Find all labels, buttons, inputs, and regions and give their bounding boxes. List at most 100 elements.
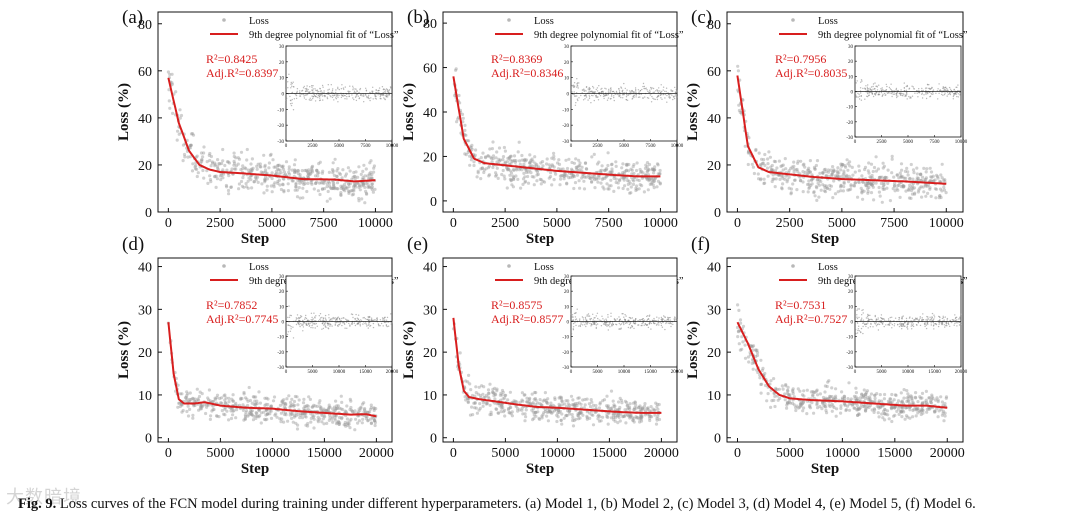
loss-point bbox=[571, 398, 575, 402]
loss-point bbox=[227, 418, 231, 422]
loss-point bbox=[213, 161, 217, 165]
inset-y-tick-label: -20 bbox=[562, 124, 569, 129]
loss-point bbox=[352, 189, 356, 193]
loss-point bbox=[296, 178, 300, 183]
loss-point bbox=[628, 191, 632, 195]
loss-point bbox=[546, 397, 550, 401]
loss-point bbox=[329, 186, 334, 191]
loss-point bbox=[229, 416, 234, 421]
residual-point bbox=[290, 81, 292, 84]
loss-point bbox=[542, 180, 547, 184]
loss-point bbox=[458, 351, 462, 355]
loss-point bbox=[257, 409, 261, 413]
loss-point bbox=[550, 183, 554, 187]
residual-point bbox=[635, 91, 637, 94]
loss-point bbox=[936, 175, 940, 179]
loss-point bbox=[517, 159, 522, 163]
loss-point bbox=[826, 170, 831, 174]
loss-point bbox=[331, 169, 335, 173]
loss-point bbox=[369, 421, 373, 425]
loss-point bbox=[617, 186, 621, 190]
residual-point bbox=[590, 325, 592, 327]
loss-point bbox=[587, 175, 591, 180]
loss-point bbox=[890, 171, 894, 175]
loss-point bbox=[206, 181, 210, 185]
residual-point bbox=[599, 95, 602, 97]
loss-point bbox=[281, 167, 286, 171]
residual-point bbox=[382, 325, 384, 327]
residual-point bbox=[625, 98, 627, 101]
inset-y-tick-label: 0 bbox=[282, 93, 285, 98]
loss-point bbox=[560, 399, 564, 404]
loss-point bbox=[372, 170, 376, 174]
loss-point bbox=[747, 136, 751, 140]
loss-point bbox=[540, 160, 545, 164]
residual-point bbox=[624, 322, 627, 324]
residual-point bbox=[672, 98, 674, 101]
loss-point bbox=[372, 166, 376, 170]
loss-point bbox=[857, 180, 861, 185]
loss-point bbox=[886, 181, 890, 185]
loss-point bbox=[757, 177, 761, 181]
loss-point bbox=[902, 410, 906, 414]
residual-point bbox=[312, 97, 314, 100]
loss-point bbox=[781, 387, 785, 391]
loss-point bbox=[829, 184, 834, 188]
loss-point bbox=[520, 158, 524, 162]
loss-point bbox=[277, 168, 281, 172]
loss-point bbox=[639, 169, 644, 173]
residual-point bbox=[572, 329, 575, 331]
residual-point bbox=[311, 89, 313, 91]
loss-point bbox=[547, 163, 551, 167]
residual-point bbox=[308, 322, 310, 324]
residual-point bbox=[656, 323, 658, 325]
loss-point bbox=[596, 417, 600, 421]
loss-point bbox=[470, 143, 474, 147]
loss-point bbox=[897, 176, 901, 180]
residual-point bbox=[860, 95, 862, 97]
loss-point bbox=[214, 174, 218, 178]
loss-point bbox=[340, 417, 344, 421]
x-tick-label: 5000 bbox=[206, 446, 234, 461]
inset-y-tick-label: 10 bbox=[279, 305, 285, 310]
loss-point bbox=[361, 183, 365, 187]
residual-point bbox=[955, 92, 957, 94]
residual-point bbox=[616, 318, 618, 320]
loss-point bbox=[592, 175, 596, 179]
loss-point bbox=[650, 180, 654, 184]
inset-y-tick-label: 30 bbox=[279, 45, 285, 50]
residual-point bbox=[571, 314, 574, 316]
loss-point bbox=[236, 156, 240, 160]
loss-point bbox=[335, 169, 339, 173]
residual-point bbox=[938, 92, 940, 95]
loss-point bbox=[284, 160, 289, 164]
loss-point bbox=[508, 390, 512, 394]
loss-point bbox=[473, 406, 477, 410]
loss-point bbox=[852, 183, 856, 187]
loss-point bbox=[781, 174, 785, 178]
legend-loss-label: Loss bbox=[534, 262, 554, 273]
residual-point bbox=[574, 321, 576, 324]
residual-point bbox=[585, 96, 588, 98]
loss-point bbox=[872, 410, 876, 414]
residual-point bbox=[874, 93, 876, 96]
loss-point bbox=[328, 181, 332, 185]
loss-point bbox=[239, 150, 244, 154]
legend-loss-marker bbox=[791, 18, 795, 22]
loss-point bbox=[351, 175, 355, 179]
loss-point bbox=[290, 416, 294, 420]
residual-point bbox=[377, 90, 379, 92]
loss-point bbox=[510, 183, 514, 187]
loss-point bbox=[200, 405, 204, 409]
residual-point bbox=[659, 94, 662, 96]
loss-point bbox=[558, 183, 562, 187]
loss-point bbox=[903, 169, 908, 173]
residual-point bbox=[876, 91, 878, 94]
residual-point bbox=[657, 319, 659, 321]
loss-point bbox=[554, 172, 558, 176]
loss-point bbox=[208, 158, 212, 163]
residual-point bbox=[309, 99, 311, 101]
loss-point bbox=[604, 168, 608, 172]
loss-point bbox=[613, 407, 618, 412]
loss-point bbox=[900, 168, 904, 172]
